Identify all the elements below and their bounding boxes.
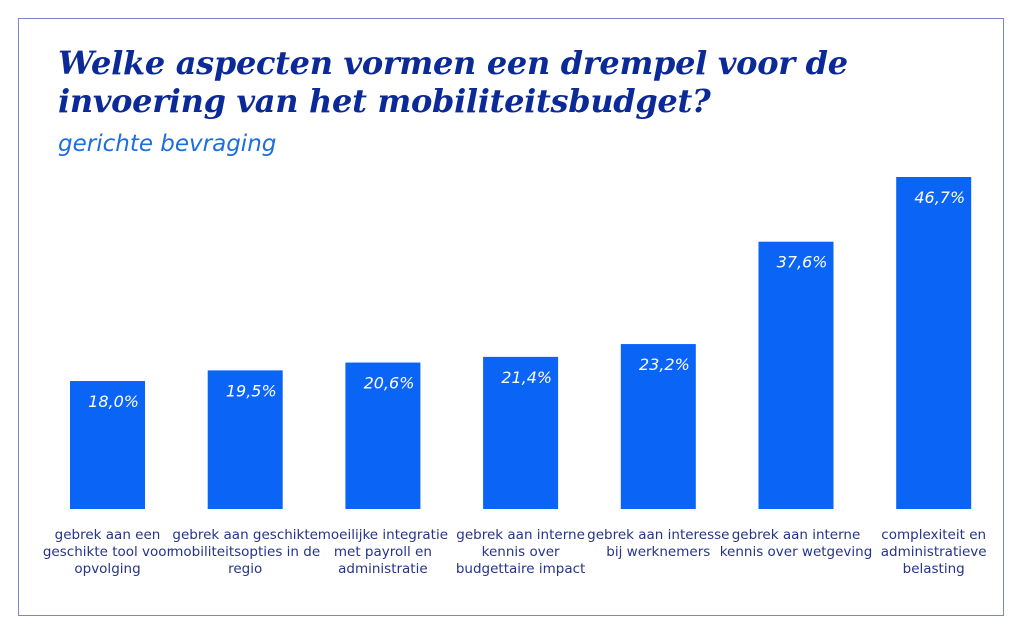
data-label: 19,5%: [226, 381, 277, 400]
data-label: 20,6%: [364, 374, 415, 393]
bar-2: [207, 370, 283, 509]
category-label: gebrek aan interne kennis over budgettai…: [455, 527, 586, 577]
category-label: gebrek aan interesse bij werknemers: [587, 527, 730, 560]
data-label: 37,6%: [777, 253, 828, 272]
category-label: gebrek aan geschikte mobiliteitsopties i…: [170, 527, 321, 577]
data-label: 46,7%: [914, 188, 965, 207]
bar-3: [345, 362, 421, 509]
category-label: gebrek aan een geschikte tool voor opvol…: [42, 527, 173, 577]
data-label: 23,2%: [639, 355, 690, 374]
category-label: complexiteit en administratieve belastin…: [880, 527, 987, 577]
category-label: moeilijke integratie met payroll en admi…: [317, 527, 449, 577]
data-label: 18,0%: [88, 392, 139, 411]
bar-7: [896, 177, 972, 509]
bar-5: [620, 344, 696, 509]
chart-subtitle: gerichte bevraging: [58, 131, 277, 157]
chart-title: Welke aspecten vormen een drempel voor d…: [58, 44, 848, 120]
bar-6: [758, 241, 834, 509]
bar-4: [483, 356, 559, 509]
chart-frame: [18, 18, 1004, 616]
data-label: 21,4%: [501, 368, 552, 387]
category-label: gebrek aan interne kennis over wetgeving: [719, 527, 873, 560]
bar-1: [70, 381, 145, 509]
